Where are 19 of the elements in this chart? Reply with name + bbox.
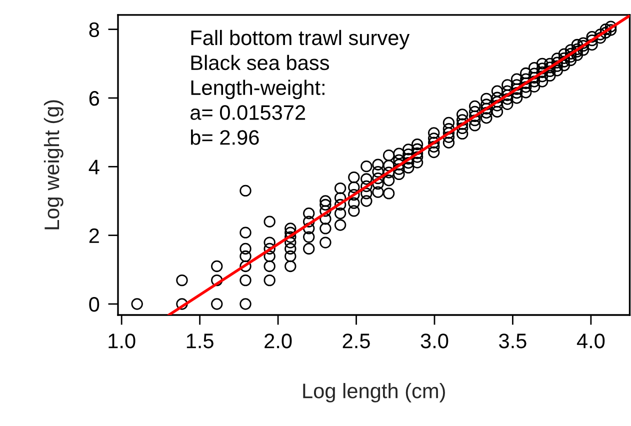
x-tick-label: 3.0 (420, 334, 448, 348)
y-axis-title: Log weight (g) (44, 100, 64, 230)
annotation: a= 0.015372 (190, 105, 306, 120)
x-tick-label: 1.5 (186, 334, 214, 348)
y-tick-label: 8 (89, 22, 100, 38)
x-tick-label: 1.0 (108, 334, 136, 348)
annotation: Fall bottom trawl survey (191, 30, 410, 50)
annotation: Black sea bass (191, 54, 330, 70)
y-tick-label: 2 (89, 228, 99, 243)
y-tick-label: 4 (88, 160, 100, 174)
y-tick-label: 6 (89, 91, 100, 106)
x-axis-title: Log length (cm) (303, 383, 445, 402)
x-tick-label: 2.5 (342, 334, 370, 348)
y-tick-label: 0 (89, 297, 100, 312)
x-tick-label: 3.5 (499, 334, 526, 348)
annotation: b= 2.96 (190, 130, 259, 145)
x-tick-label: 4.0 (576, 334, 605, 348)
annotation: Length-weight: (191, 80, 324, 100)
x-tick-label: 2.0 (264, 334, 292, 348)
